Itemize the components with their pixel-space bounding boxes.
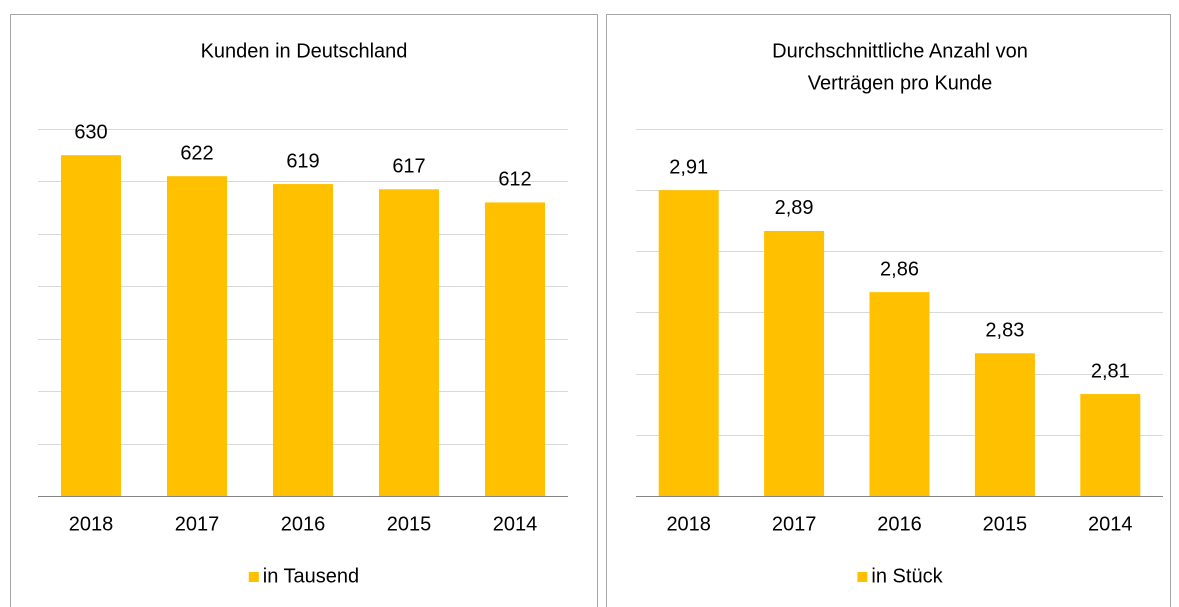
data-label: 630 xyxy=(74,121,107,143)
data-label: 2,81 xyxy=(1091,360,1130,382)
data-label: 2,86 xyxy=(880,258,919,280)
legend-label: in Tausend xyxy=(263,565,359,587)
bar xyxy=(869,292,930,496)
x-tick-label: 2016 xyxy=(877,513,922,535)
x-tick-label: 2016 xyxy=(281,513,326,535)
bar xyxy=(273,184,333,497)
x-tick-label: 2015 xyxy=(983,513,1028,535)
chart-title: Durchschnittliche Anzahl von xyxy=(772,40,1028,62)
data-label: 617 xyxy=(392,156,425,178)
x-tick-label: 2018 xyxy=(69,513,114,535)
x-tick-label: 2017 xyxy=(772,513,817,535)
data-label: 622 xyxy=(180,142,213,164)
legend-swatch xyxy=(857,572,868,582)
bar xyxy=(1080,394,1141,496)
chart-title: Kunden in Deutschland xyxy=(201,40,408,62)
bar xyxy=(658,190,719,496)
bar xyxy=(974,353,1035,496)
bar xyxy=(379,189,439,497)
data-label: 2,91 xyxy=(669,156,708,178)
data-label: 2,83 xyxy=(985,320,1024,342)
bar xyxy=(167,176,227,496)
chart-title: Verträgen pro Kunde xyxy=(808,72,993,94)
x-tick-label: 2014 xyxy=(1088,513,1133,535)
legend-swatch xyxy=(248,572,259,582)
x-tick-label: 2017 xyxy=(175,513,220,535)
data-label: 2,89 xyxy=(775,197,814,219)
data-label: 619 xyxy=(286,150,319,172)
x-tick-label: 2018 xyxy=(666,513,711,535)
bar xyxy=(485,202,545,496)
x-tick-label: 2015 xyxy=(387,513,432,535)
bar xyxy=(61,155,121,496)
legend-label: in Stück xyxy=(871,565,943,587)
x-tick-label: 2014 xyxy=(493,513,538,535)
bar xyxy=(764,230,825,496)
data-label: 612 xyxy=(498,169,531,191)
